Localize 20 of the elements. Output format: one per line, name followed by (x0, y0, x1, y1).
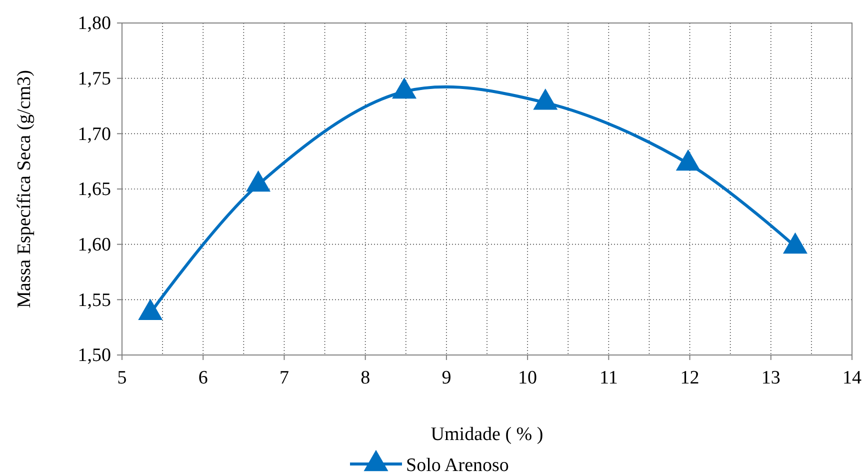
x-tick-label: 12 (680, 367, 700, 388)
y-axis-title: Massa Específica Seca (g/cm3) (14, 70, 35, 308)
x-tick-label: 7 (279, 367, 289, 388)
x-tick-label: 5 (117, 367, 127, 388)
x-tick-label: 10 (518, 367, 538, 388)
y-tick-label: 1,75 (78, 68, 111, 90)
y-tick-label: 1,55 (78, 290, 111, 311)
x-tick-label: 13 (761, 367, 780, 388)
x-tick-label: 14 (842, 367, 862, 388)
x-tick-label: 9 (442, 367, 452, 388)
x-tick-label: 6 (198, 367, 208, 388)
x-tick-label: 11 (600, 367, 618, 388)
x-axis-title: Umidade ( % ) (430, 424, 544, 445)
y-tick-label: 1,70 (78, 124, 111, 145)
y-tick-label: 1,80 (78, 13, 111, 34)
y-tick-label: 1,50 (78, 345, 111, 366)
y-tick-label: 1,65 (78, 179, 111, 200)
legend-label: Solo Arenoso (406, 455, 509, 475)
y-tick-label: 1,60 (78, 234, 111, 256)
x-tick-label: 8 (360, 367, 370, 388)
